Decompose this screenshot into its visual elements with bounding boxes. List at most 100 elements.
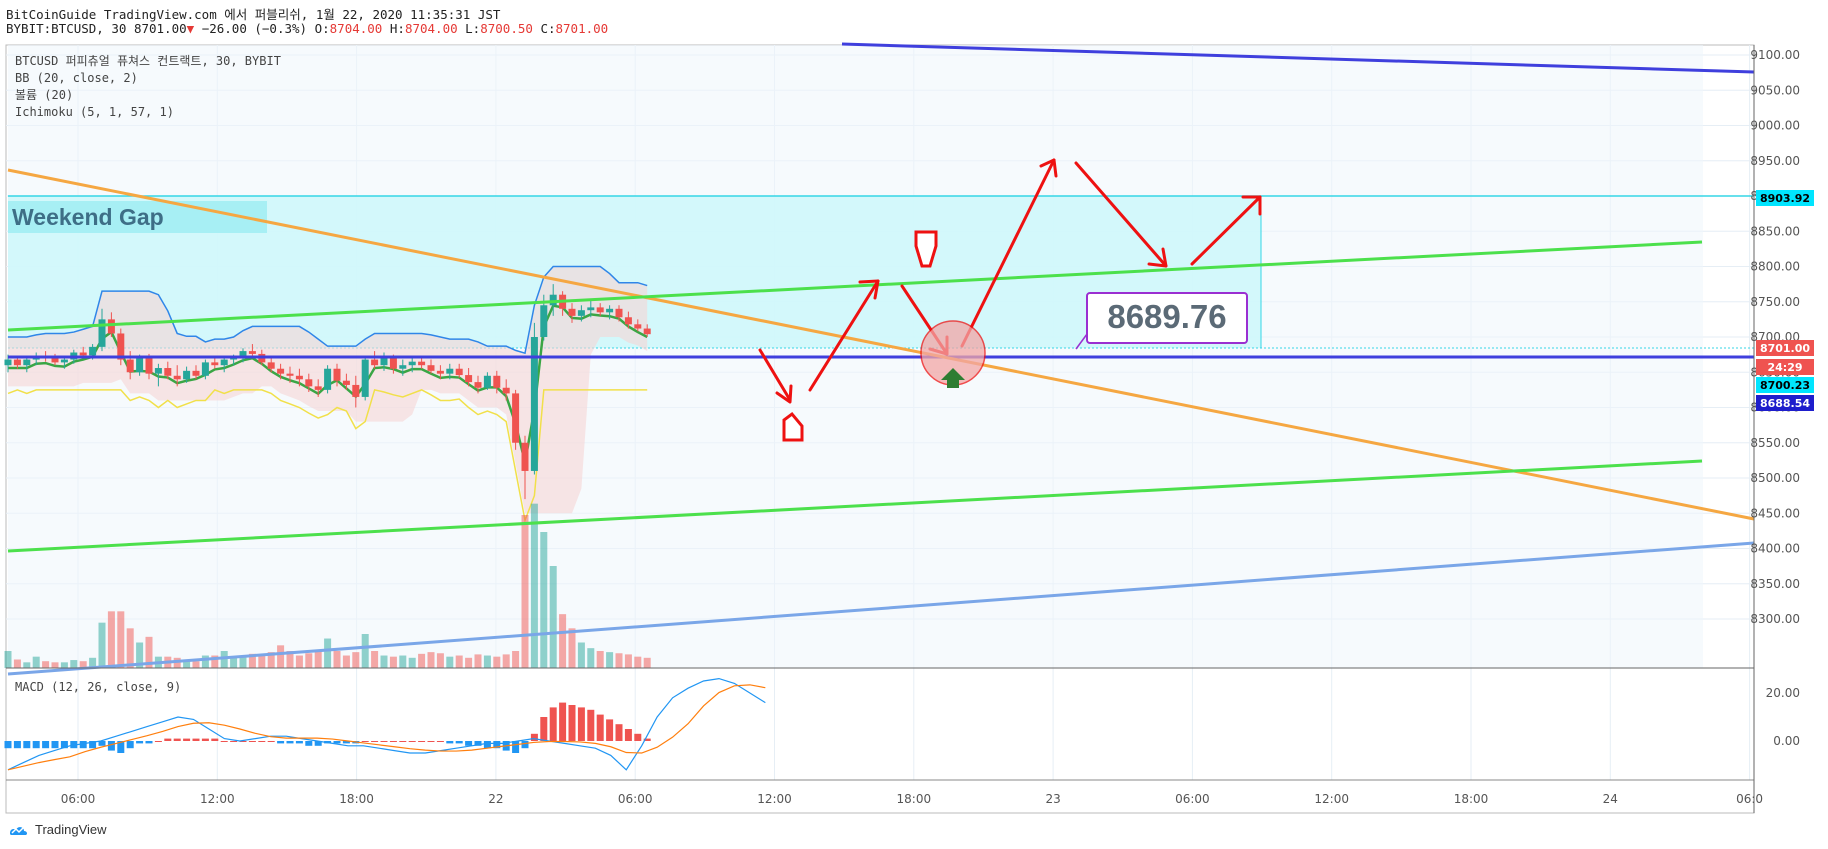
volume-bar	[239, 655, 247, 668]
candle-body	[286, 373, 294, 376]
macd-histogram-bar	[32, 741, 40, 749]
price-badge	[1756, 359, 1814, 375]
candle-body	[107, 319, 115, 334]
bb-upper	[8, 265, 648, 355]
volume-bar	[436, 653, 444, 668]
volume-bar	[408, 657, 416, 668]
ohlc-header: BYBIT:BTCUSD, 30 8701.00▼ −26.00 (−0.3%)…	[6, 21, 608, 36]
volume-bar	[248, 653, 256, 668]
candle-body	[201, 362, 209, 376]
candle-body	[596, 307, 604, 313]
time-tick-label: 06:00	[1175, 792, 1210, 806]
volume-bar	[23, 662, 31, 668]
candle-body	[568, 308, 576, 316]
macd-histogram-bar	[399, 741, 407, 742]
close-value: 8701.00	[555, 21, 609, 36]
footer-brand[interactable]: TradingView	[8, 822, 107, 837]
candle-body	[455, 368, 463, 376]
price-change: −26.00 (−0.3%)	[201, 21, 308, 36]
macd-histogram-bar	[211, 738, 219, 741]
volume-bar	[173, 657, 181, 668]
volume-bar	[474, 654, 482, 668]
volume-bar	[70, 660, 78, 668]
legend-bb[interactable]: BB (20, close, 2)	[15, 71, 138, 85]
last-price: 8701.00	[133, 21, 187, 36]
green-upper-channel	[7, 240, 1703, 332]
volume-bar	[568, 628, 576, 668]
upper-resistance-line	[841, 42, 1755, 74]
price-tick-label: 9050.00	[1750, 83, 1800, 97]
time-tick-label: 12:00	[200, 792, 235, 806]
arrow-up-2	[960, 158, 1056, 348]
legend-volume[interactable]: 볼륨 (20)	[15, 88, 74, 102]
volume-bar	[596, 651, 604, 668]
time-tick-label: 06:00	[61, 792, 96, 806]
candle-body	[13, 359, 21, 366]
macd-histogram-bar	[465, 741, 473, 746]
macd-tick-label: 20.00	[1766, 686, 1800, 700]
arrow-up-1	[808, 279, 880, 392]
arrowhead-up-3	[1241, 195, 1262, 216]
macd-histogram-bar	[606, 719, 614, 741]
candle-body	[606, 308, 614, 313]
candle-body	[173, 375, 181, 380]
macd-histogram-bar	[230, 741, 238, 742]
candle-body	[23, 359, 31, 366]
chart-canvas[interactable]: Weekend Gap 8689.76 9100.00 9050.00 9000.0…	[0, 0, 1828, 820]
volume-bar	[512, 651, 520, 668]
volume-bar	[4, 651, 12, 668]
candle-body	[89, 346, 97, 356]
macd-histogram-bar	[136, 741, 144, 744]
volume-bar	[380, 655, 388, 668]
volume-bar	[521, 515, 529, 668]
candle-body	[333, 368, 341, 381]
price-tick-label: 8550.00	[1750, 436, 1800, 450]
price-badge-label: 8903.92	[1760, 192, 1810, 205]
volume-bar	[540, 532, 548, 668]
macd-histogram-bar	[98, 741, 106, 746]
price-tick-label: 9100.00	[1750, 48, 1800, 62]
volume-bar	[267, 652, 275, 668]
time-tick-label: 06:0	[1736, 792, 1763, 806]
weekend-gap-label-bg	[8, 201, 267, 233]
candle-body	[230, 358, 238, 360]
macd-histogram-bar	[79, 741, 87, 749]
candle-body	[192, 370, 200, 376]
candle-body	[540, 305, 548, 337]
macd-histogram-bar	[418, 741, 426, 742]
time-axis[interactable]: 06:00 12:00 18:00 22 06:00 12:00 18:00 23 06:00 1…	[61, 792, 1763, 806]
price-badge-label: 8688.54	[1760, 397, 1810, 410]
macd-histogram-bar	[408, 741, 416, 742]
price-tick-label: 8400.00	[1750, 542, 1800, 556]
footer-brand-label: TradingView	[35, 822, 107, 837]
high-value: 8704.00	[404, 21, 458, 36]
candle-body	[624, 317, 632, 325]
candle-body	[352, 384, 360, 397]
macd-histogram-bar	[615, 724, 623, 741]
candle-body	[549, 294, 557, 306]
legend-ichimoku[interactable]: Ichimoku (5, 1, 57, 1)	[15, 105, 174, 119]
tradingview-logo-icon	[10, 825, 28, 835]
volume-bar	[502, 654, 510, 668]
volume-bar	[455, 655, 463, 668]
macd-histogram-bar	[51, 741, 59, 749]
volume-bars	[4, 503, 651, 668]
price-badges: 8903.92 8701.00 24:29 8700.23 8688.54	[1756, 190, 1814, 411]
candle-body	[512, 393, 520, 443]
candle-body	[239, 351, 247, 359]
volume-bar	[286, 651, 294, 668]
volume-bar	[446, 656, 454, 668]
candle-body	[418, 361, 426, 366]
candle-body	[380, 358, 388, 366]
macd-histogram-bar	[512, 741, 520, 753]
price-callout	[1086, 292, 1248, 344]
low-label: L:	[465, 21, 481, 36]
candle-body	[389, 358, 397, 369]
macd-histogram-bar	[248, 741, 256, 742]
legend-macd[interactable]: MACD (12, 26, close, 9)	[15, 680, 182, 694]
candle-body	[51, 358, 59, 363]
pointing-hand-icon	[782, 230, 938, 442]
macd-tick-label: 0.00	[1773, 734, 1800, 748]
macd-histogram-bar	[455, 741, 463, 744]
volume-bar	[324, 638, 332, 668]
